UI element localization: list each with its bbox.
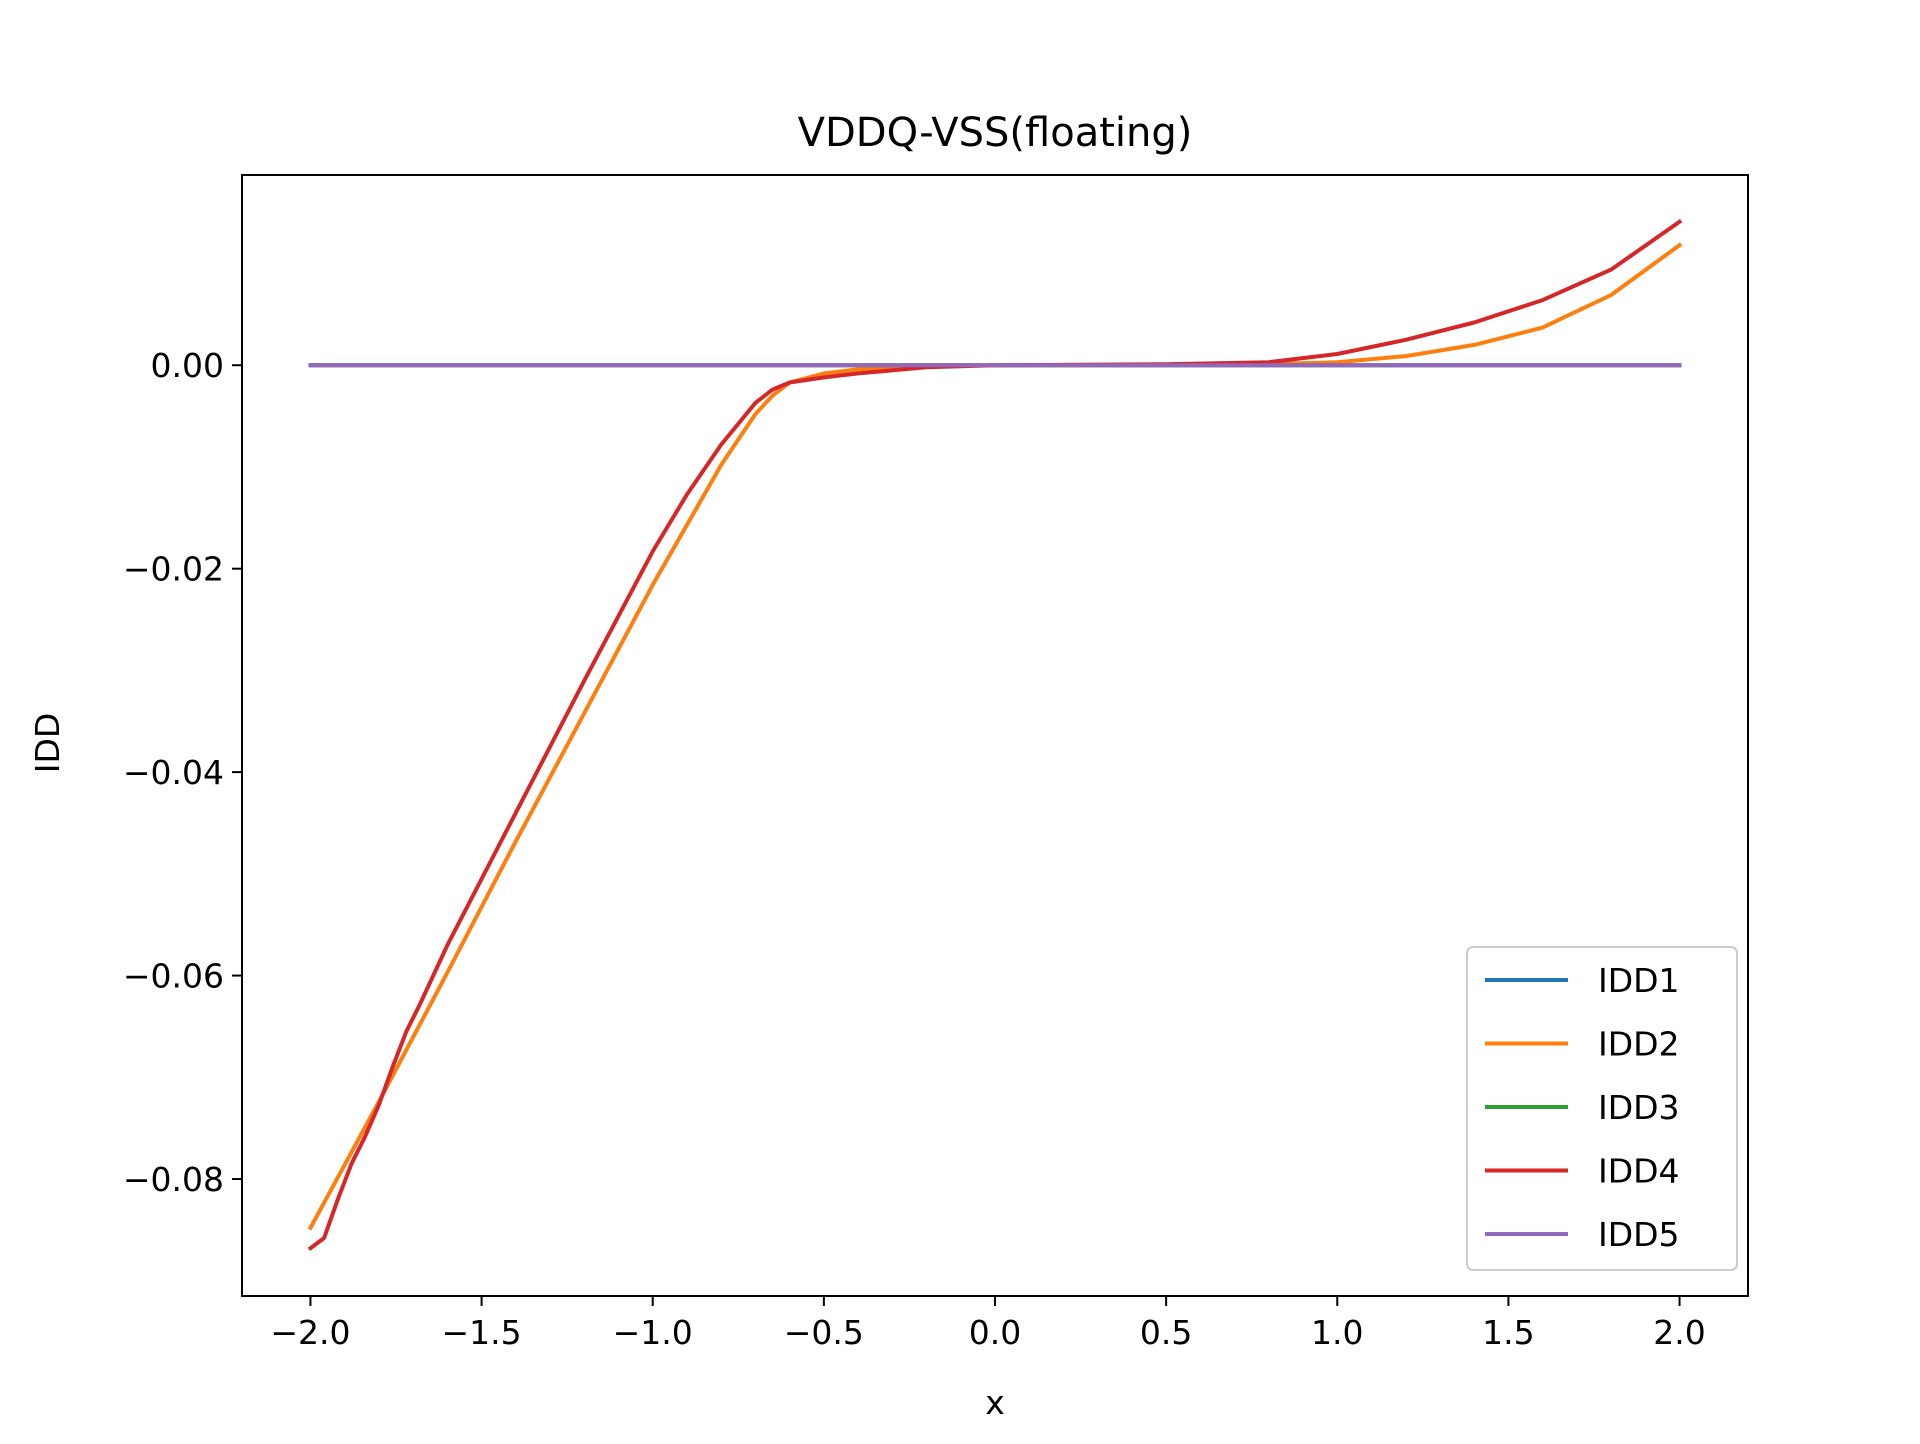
- legend-label: IDD3: [1598, 1088, 1680, 1127]
- y-tick-label: −0.02: [123, 550, 224, 589]
- y-tick-label: −0.06: [123, 957, 224, 996]
- series-line-idd4: [307, 219, 1683, 1251]
- y-tick-label: −0.04: [123, 753, 224, 792]
- x-tick-label: 0.0: [969, 1313, 1021, 1352]
- y-axis-ticks: 0.00 −0.02 −0.04 −0.06 −0.08: [123, 346, 242, 1199]
- legend-label: IDD5: [1598, 1215, 1680, 1254]
- legend-box: [1466, 946, 1738, 1271]
- x-axis-label: x: [985, 1383, 1005, 1422]
- series-layer: [307, 219, 1683, 1251]
- x-axis-ticks: −2.0 −1.5 −1.0 −0.5 0.0 0.5 1.0 1.5 2.0: [270, 1296, 1706, 1352]
- y-tick-label: −0.08: [123, 1160, 224, 1199]
- series-line-idd2: [307, 242, 1683, 1231]
- y-tick-label: 0.00: [151, 346, 224, 385]
- chart-title: VDDQ-VSS(floating): [798, 110, 1193, 156]
- x-tick-label: 1.5: [1482, 1313, 1534, 1352]
- y-axis-label: IDD: [28, 713, 67, 774]
- legend-label: IDD2: [1598, 1025, 1680, 1064]
- legend-label: IDD4: [1598, 1152, 1680, 1191]
- axes-frame: [241, 174, 1749, 1297]
- x-tick-label: −1.5: [442, 1313, 522, 1352]
- legend-label: IDD1: [1598, 961, 1680, 1000]
- x-tick-label: −2.0: [270, 1313, 350, 1352]
- x-tick-label: −1.0: [613, 1313, 693, 1352]
- x-tick-label: 0.5: [1140, 1313, 1192, 1352]
- x-tick-label: 1.0: [1311, 1313, 1363, 1352]
- legend: IDD1 IDD2 IDD3 IDD4 IDD5: [1466, 946, 1738, 1271]
- x-tick-label: −0.5: [784, 1313, 864, 1352]
- x-tick-label: 2.0: [1653, 1313, 1705, 1352]
